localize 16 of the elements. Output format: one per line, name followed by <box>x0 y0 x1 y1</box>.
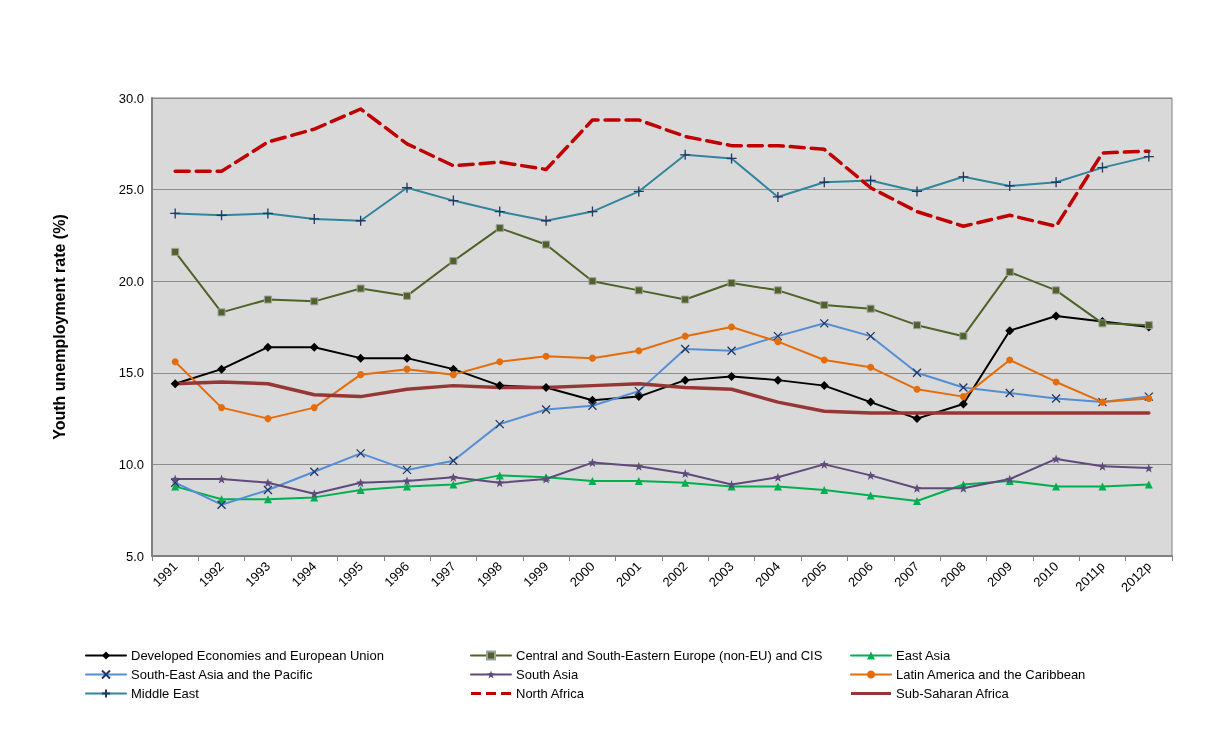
legend-label: East Asia <box>896 648 951 663</box>
legend-label: South Asia <box>516 667 579 682</box>
legend-label: North Africa <box>516 686 585 701</box>
y-tick-label: 15.0 <box>118 365 144 381</box>
y-tick-label: 30.0 <box>118 90 144 106</box>
legend-label: Sub-Saharan Africa <box>896 686 1010 701</box>
y-tick-label: 10.0 <box>118 456 144 472</box>
y-axis-title: Youth unemployment rate (%) <box>50 214 68 440</box>
y-tick-label: 20.0 <box>118 273 144 289</box>
legend-label: Latin America and the Caribbean <box>896 667 1086 682</box>
legend-label: Developed Economies and European Union <box>131 648 384 663</box>
legend-label: Central and South-Eastern Europe (non-EU) and CIS <box>516 648 823 663</box>
legend-label: Middle East <box>131 686 200 701</box>
legend-label: South-East Asia and the Pacific <box>131 667 313 682</box>
y-tick-label: 5.0 <box>125 548 144 564</box>
y-tick-label: 25.0 <box>118 182 144 198</box>
